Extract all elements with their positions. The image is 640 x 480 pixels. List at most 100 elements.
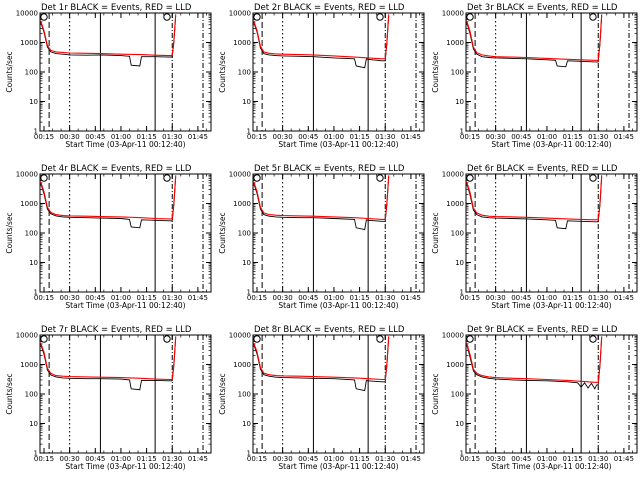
x-tick-label: 00:15 [247, 133, 267, 141]
y-tick-label: 1000 [446, 39, 464, 47]
y-axis-label: Counts/sec [431, 51, 440, 92]
x-tick-label: 01:45 [401, 133, 421, 141]
x-tick-label: 00:45 [298, 294, 318, 302]
flag-marker [589, 13, 597, 21]
x-tick-label: 01:30 [588, 294, 608, 302]
y-tick-label: 10 [455, 259, 464, 267]
x-tick-label: 00:15 [247, 455, 267, 463]
y-tick-label: 10 [242, 259, 251, 267]
y-tick-label: 1000 [446, 361, 464, 369]
y-axis-label: Counts/sec [431, 373, 440, 414]
x-tick-label: 00:30 [273, 455, 293, 463]
x-tick-label: 00:45 [511, 455, 531, 463]
plot-frame [465, 334, 638, 454]
x-tick-label: 01:45 [188, 455, 208, 463]
x-tick-label: 00:15 [34, 133, 54, 141]
y-tick-label: 1 [460, 289, 464, 297]
y-tick-label: 10000 [442, 171, 464, 179]
x-tick-label: 01:15 [562, 133, 582, 141]
y-tick-label: 10 [29, 420, 38, 428]
x-axis-label: Start Time (03-Apr-11 00:12:40) [278, 301, 398, 310]
y-axis-label: Counts/sec [218, 212, 227, 253]
series-lld [253, 175, 390, 220]
x-tick-label: 00:15 [460, 294, 480, 302]
x-axis-label: Start Time (03-Apr-11 00:12:40) [491, 462, 611, 471]
x-tick-label: 00:45 [298, 455, 318, 463]
x-tick-label: 01:45 [401, 294, 421, 302]
x-tick-label: 01:00 [537, 294, 557, 302]
plot-frame [252, 12, 425, 132]
y-tick-label: 1000 [20, 200, 38, 208]
y-tick-label: 100 [451, 69, 464, 77]
series-events [466, 15, 603, 68]
x-tick-label: 01:30 [162, 294, 182, 302]
plot-frame [39, 334, 212, 454]
y-tick-label: 10000 [16, 332, 38, 340]
series-lld [40, 175, 177, 220]
y-axis-label: Counts/sec [218, 373, 227, 414]
flag-marker [589, 335, 597, 343]
x-tick-label: 01:15 [562, 455, 582, 463]
x-tick-label: 01:15 [349, 133, 369, 141]
plot-frame [39, 173, 212, 293]
series-lld [466, 175, 603, 221]
x-tick-label: 01:30 [375, 133, 395, 141]
panel-title: Det 5r BLACK = Events, RED = LLD [254, 164, 405, 174]
y-tick-label: 10 [455, 98, 464, 106]
y-tick-label: 1000 [233, 361, 251, 369]
y-axis-label: Counts/sec [5, 51, 14, 92]
flag-marker [40, 13, 48, 21]
panel-8: Det 8r BLACK = Events, RED = LLD 1 10 100 10… [218, 325, 425, 471]
panel-1: Det 1r BLACK = Events, RED = LLD 1 10 100 10… [5, 3, 212, 149]
x-tick-label: 00:15 [247, 294, 267, 302]
panel-5: Det 5r BLACK = Events, RED = LLD 1 10 100 10… [218, 164, 425, 310]
x-tick-label: 00:45 [298, 133, 318, 141]
y-tick-label: 1 [34, 128, 38, 136]
series-lld [466, 336, 603, 383]
y-axis-label: Counts/sec [431, 212, 440, 253]
plot-frame [465, 12, 638, 132]
y-tick-label: 10000 [442, 10, 464, 18]
plot-frame [465, 173, 638, 293]
x-tick-label: 00:30 [60, 133, 80, 141]
series-lld [40, 14, 177, 57]
x-axis-label: Start Time (03-Apr-11 00:12:40) [278, 140, 398, 149]
y-tick-label: 1 [460, 450, 464, 458]
y-tick-label: 1 [247, 128, 251, 136]
flag-marker [376, 174, 384, 182]
series-events [40, 176, 177, 229]
y-tick-label: 10000 [16, 10, 38, 18]
plot-frame [252, 334, 425, 454]
x-tick-label: 01:30 [588, 133, 608, 141]
panel-6: Det 6r BLACK = Events, RED = LLD 1 10 100 10… [431, 164, 638, 310]
flag-marker [466, 13, 474, 21]
y-tick-label: 10 [29, 98, 38, 106]
flag-marker [466, 335, 474, 343]
x-tick-label: 01:45 [614, 455, 634, 463]
x-axis-label: Start Time (03-Apr-11 00:12:40) [491, 140, 611, 149]
x-tick-label: 01:15 [136, 455, 156, 463]
y-tick-label: 100 [451, 391, 464, 399]
y-tick-label: 1000 [446, 200, 464, 208]
y-axis-label: Counts/sec [218, 51, 227, 92]
x-tick-label: 01:00 [537, 133, 557, 141]
panel-title: Det 7r BLACK = Events, RED = LLD [41, 325, 192, 335]
y-tick-label: 10000 [229, 10, 251, 18]
y-tick-label: 100 [25, 391, 38, 399]
series-events [253, 15, 390, 69]
y-tick-label: 100 [238, 391, 251, 399]
flag-marker [40, 174, 48, 182]
x-tick-label: 01:00 [537, 455, 557, 463]
x-tick-label: 00:15 [460, 133, 480, 141]
flag-marker [163, 335, 171, 343]
y-tick-label: 1 [34, 289, 38, 297]
y-tick-label: 10 [242, 420, 251, 428]
y-tick-label: 1000 [20, 39, 38, 47]
x-tick-label: 01:15 [349, 294, 369, 302]
x-tick-label: 00:30 [486, 133, 506, 141]
x-tick-label: 01:15 [349, 455, 369, 463]
panel-title: Det 8r BLACK = Events, RED = LLD [254, 325, 405, 335]
series-events [40, 15, 177, 67]
y-tick-label: 10 [455, 420, 464, 428]
flag-marker [589, 174, 597, 182]
